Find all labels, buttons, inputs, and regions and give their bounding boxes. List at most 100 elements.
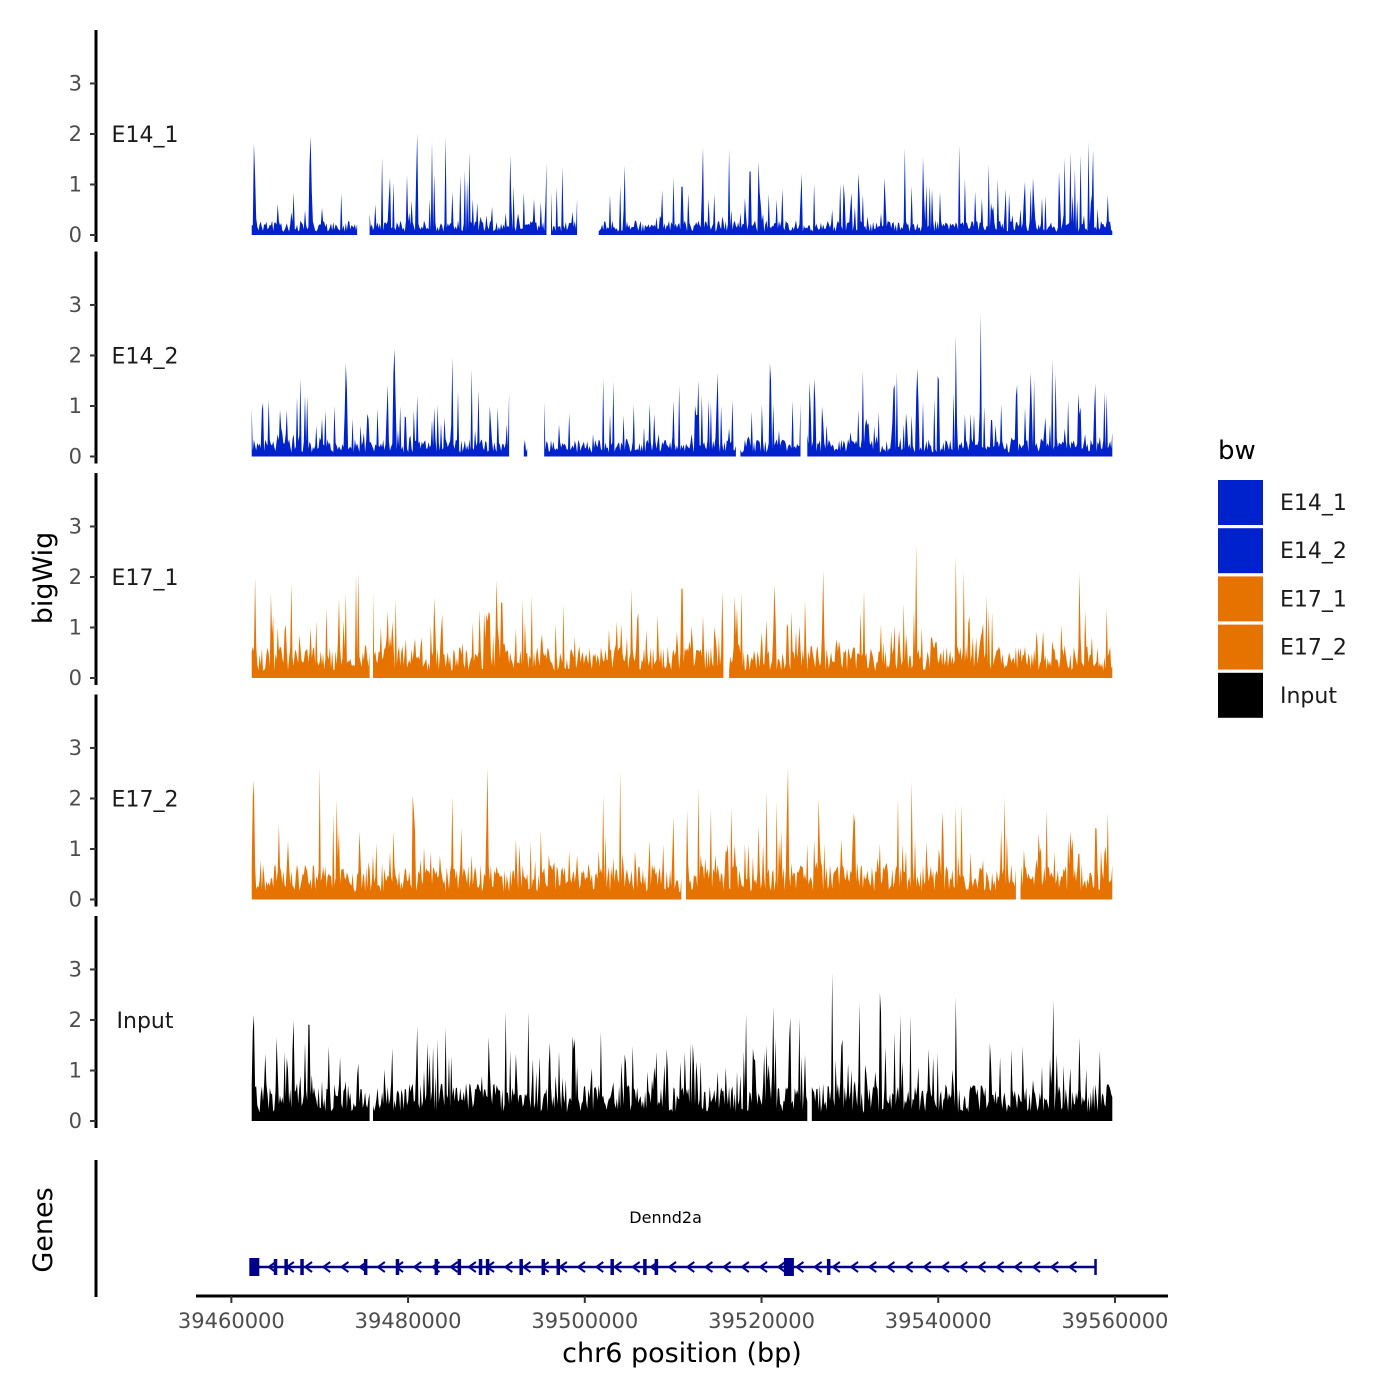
gene-name-label: Dennd2a bbox=[629, 1208, 702, 1227]
gene-exon bbox=[556, 1259, 561, 1275]
strand-arrow-icon bbox=[266, 1261, 277, 1273]
strand-arrow-icon bbox=[958, 1261, 968, 1273]
legend-label: E17_2 bbox=[1280, 636, 1347, 661]
strand-arrow-icon bbox=[703, 1261, 714, 1273]
y-tick-label: 0 bbox=[69, 223, 82, 247]
x-axis: 39460000 39480000 39500000 39520000 39540000… bbox=[178, 1294, 1169, 1333]
legend-swatch bbox=[1218, 528, 1263, 574]
gene-exon bbox=[643, 1259, 647, 1275]
gene-exon bbox=[395, 1259, 400, 1275]
legend-title: bw bbox=[1218, 436, 1256, 466]
strand-arrow-icon bbox=[1013, 1261, 1023, 1273]
strand-arrow-icon bbox=[721, 1261, 732, 1273]
strand-arrow-icon bbox=[667, 1261, 677, 1273]
track-E17_1: 0 1 2 3 E17_1 bbox=[69, 473, 1113, 690]
legend-label: E14_1 bbox=[1280, 491, 1347, 516]
gene-exon bbox=[826, 1259, 831, 1275]
gene-exon bbox=[519, 1259, 523, 1275]
strand-arrow-icon bbox=[922, 1261, 932, 1273]
strand-arrow-icon bbox=[903, 1261, 914, 1273]
track-label: E17_1 bbox=[112, 566, 179, 591]
strand-arrow-icon bbox=[303, 1261, 313, 1273]
legend: bw E14_1 E14_2 E17_1 E17_2 Input bbox=[1218, 436, 1347, 718]
y-tick-label: 0 bbox=[69, 666, 82, 690]
gene-exon bbox=[284, 1259, 288, 1275]
x-tick-label: 39560000 bbox=[1062, 1309, 1169, 1333]
strand-arrow-icon bbox=[339, 1261, 350, 1273]
track-label: E14_1 bbox=[112, 123, 179, 148]
legend-swatch bbox=[1218, 576, 1263, 622]
strand-arrow-icon bbox=[867, 1261, 877, 1273]
legend-item-Input: Input bbox=[1218, 672, 1337, 718]
legend-label: E17_1 bbox=[1280, 587, 1347, 612]
y-tick-label: 3 bbox=[69, 514, 82, 538]
genes-panel: Dennd2a bbox=[94, 1160, 1097, 1297]
strand-arrow-icon bbox=[1067, 1261, 1078, 1273]
y-tick-label: 1 bbox=[69, 172, 82, 196]
strand-arrow-icon bbox=[503, 1261, 513, 1273]
track-E14_1: 0 1 2 3 E14_1 bbox=[69, 30, 1113, 247]
strand-arrow-icon bbox=[812, 1261, 823, 1273]
strand-arrow-icon bbox=[685, 1261, 695, 1273]
track-signal-area bbox=[251, 972, 1113, 1121]
track-signal-area bbox=[251, 544, 1113, 678]
y-tick-label: 2 bbox=[69, 122, 82, 146]
genes-axis-title: Genes bbox=[28, 1187, 59, 1272]
legend-item-E17_1: E17_1 bbox=[1218, 576, 1347, 622]
strand-arrow-icon bbox=[1031, 1261, 1041, 1273]
gene-exon bbox=[363, 1259, 368, 1275]
strand-arrow-icon bbox=[885, 1261, 896, 1273]
legend-label: E14_2 bbox=[1280, 539, 1347, 564]
x-tick-label: 39480000 bbox=[355, 1309, 462, 1333]
gene-exon bbox=[434, 1259, 439, 1275]
gene-exon bbox=[610, 1259, 614, 1275]
strand-arrow-icon bbox=[831, 1261, 841, 1273]
gene-exon bbox=[273, 1259, 278, 1275]
gene-exon bbox=[541, 1259, 546, 1275]
strand-arrow-icon bbox=[794, 1261, 805, 1273]
strand-arrow-icon bbox=[776, 1261, 786, 1273]
strand-arrow-icon bbox=[994, 1261, 1005, 1273]
y-tick-label: 3 bbox=[69, 736, 82, 760]
strand-arrow-icon bbox=[849, 1261, 859, 1273]
gene-exon bbox=[783, 1258, 794, 1276]
y-tick-label: 0 bbox=[69, 445, 82, 469]
y-tick-label: 1 bbox=[69, 394, 82, 418]
y-tick-label: 1 bbox=[69, 615, 82, 639]
legend-swatch bbox=[1218, 672, 1263, 718]
strand-arrow-icon bbox=[467, 1261, 477, 1273]
strand-arrow-icon bbox=[630, 1261, 641, 1273]
y-tick-label: 3 bbox=[69, 293, 82, 317]
x-tick-label: 39460000 bbox=[178, 1309, 285, 1333]
gene-exon bbox=[478, 1259, 483, 1275]
track-signal-area bbox=[251, 766, 1113, 900]
legend-swatch bbox=[1218, 624, 1263, 670]
strand-arrow-icon bbox=[412, 1261, 422, 1273]
x-tick-label: 39500000 bbox=[531, 1309, 638, 1333]
strand-arrow-icon bbox=[976, 1261, 987, 1273]
track-label: E14_2 bbox=[112, 345, 179, 370]
strand-arrow-icon bbox=[376, 1261, 386, 1273]
y-tick-label: 2 bbox=[69, 1008, 82, 1032]
y-axis-title: bigWig bbox=[28, 532, 59, 625]
strand-arrow-icon bbox=[594, 1261, 604, 1273]
gene-exon bbox=[300, 1259, 304, 1275]
legend-item-E17_2: E17_2 bbox=[1218, 624, 1347, 670]
x-tick-label: 39540000 bbox=[885, 1309, 992, 1333]
gene-exon bbox=[485, 1259, 490, 1275]
gene-exon bbox=[249, 1258, 260, 1276]
strand-arrow-icon bbox=[758, 1261, 768, 1273]
y-tick-label: 1 bbox=[69, 1058, 82, 1082]
y-tick-label: 1 bbox=[69, 837, 82, 861]
gene-exon bbox=[654, 1259, 659, 1275]
track-Input: 0 1 2 3 Input bbox=[69, 916, 1113, 1133]
track-signal-area bbox=[251, 133, 1113, 235]
legend-item-E14_1: E14_1 bbox=[1218, 480, 1347, 525]
y-tick-label: 0 bbox=[69, 888, 82, 912]
track-E17_2: 0 1 2 3 E17_2 bbox=[69, 694, 1113, 912]
bigwig-tracks: 0 1 2 3 E14_1 0 1 2 3 E14_2 0 1 2 3 E17_1 0 1 2 3 E17_2 0 1 2 3… bbox=[69, 30, 1113, 1133]
x-axis-title: chr6 position (bp) bbox=[562, 1338, 802, 1369]
track-label: Input bbox=[117, 1009, 174, 1034]
gene-model: Dennd2a bbox=[249, 1208, 1097, 1276]
